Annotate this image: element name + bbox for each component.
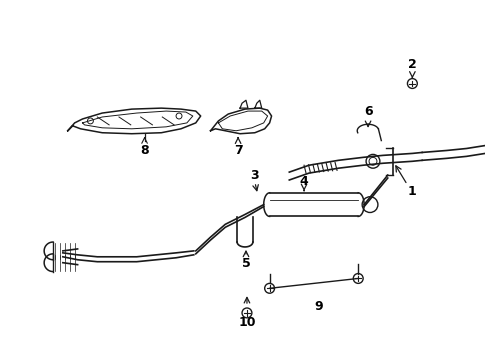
Text: 1: 1 (407, 185, 416, 198)
Text: 5: 5 (241, 257, 250, 270)
Text: 2: 2 (407, 58, 416, 71)
Text: 9: 9 (314, 300, 323, 312)
Text: 4: 4 (299, 175, 308, 189)
Text: 6: 6 (363, 105, 372, 118)
Text: 10: 10 (238, 316, 255, 329)
Text: 7: 7 (233, 144, 242, 157)
Text: 3: 3 (250, 168, 259, 181)
Text: 8: 8 (140, 144, 148, 157)
